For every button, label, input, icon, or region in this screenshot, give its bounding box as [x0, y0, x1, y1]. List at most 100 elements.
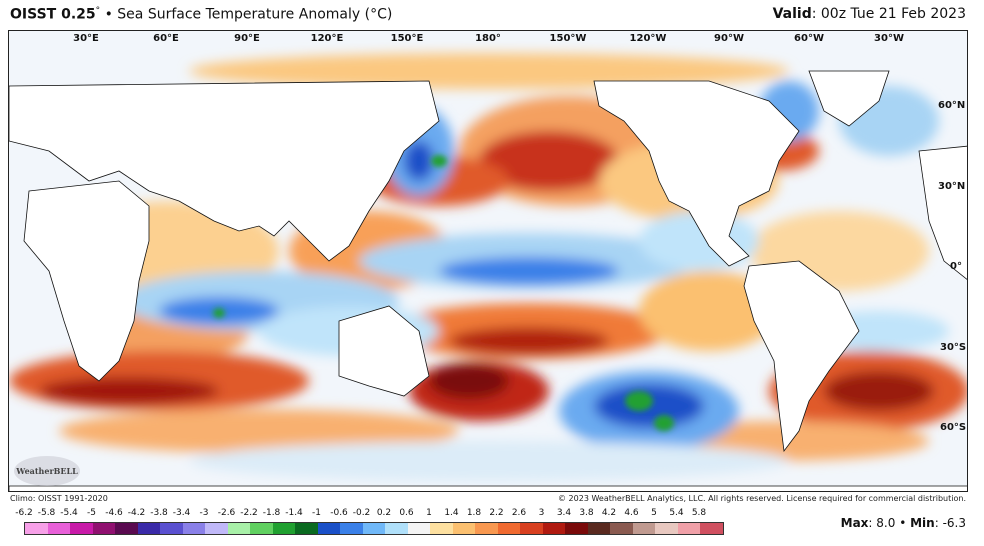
max-label: Max — [840, 516, 869, 530]
colorbar-swatch — [362, 523, 385, 534]
colorbar-tick-label: 0.6 — [399, 508, 414, 518]
colorbar-swatch — [317, 523, 340, 534]
colorbar-swatch — [655, 523, 678, 534]
valid-value: : 00z Tue 21 Feb 2023 — [811, 6, 966, 22]
logo-text: WeatherBELL — [16, 466, 78, 476]
colorbar-swatch — [632, 523, 655, 534]
colorbar-swatch — [295, 523, 318, 534]
colorbar-swatch — [205, 523, 228, 534]
copyright-note: © 2023 WeatherBELL Analytics, LLC. All r… — [558, 494, 966, 503]
colorbar-swatch — [272, 523, 295, 534]
colorbar-tick-label: 3.4 — [556, 508, 572, 518]
lon-label-180: 180° — [475, 33, 501, 44]
climo-note: Climo: OISST 1991-2020 — [10, 494, 108, 503]
colorbar-swatch — [92, 523, 115, 534]
lon-label-120w: 120°W — [629, 33, 667, 44]
product-name: OISST 0.25 — [10, 6, 96, 23]
colorbar-tick-label: -5 — [87, 508, 96, 518]
lon-label-30w: 30°W — [874, 33, 904, 44]
colorbar-tick-label: -1.4 — [285, 508, 303, 518]
lon-label-60e: 60°E — [153, 33, 179, 44]
colorbar-swatch — [475, 523, 498, 534]
sst-anomaly-map — [8, 30, 968, 492]
colorbar-tick-label: -4.2 — [127, 508, 146, 518]
colorbar-swatch — [115, 523, 138, 534]
colorbar-tick-label: 2.6 — [511, 508, 527, 518]
colorbar-tick-label: -1 — [312, 508, 321, 518]
lon-label-120e: 120°E — [310, 33, 344, 44]
colorbar-swatch — [587, 523, 610, 534]
max-value: : 8.0 — [868, 516, 896, 530]
colorbar-tick-label: 3.8 — [579, 508, 594, 518]
colorbar-swatch — [520, 523, 543, 534]
colorbar-swatch — [700, 523, 723, 534]
colorbar-tick-label: -5.4 — [60, 508, 78, 518]
colorbar-tick-label: -3.4 — [172, 508, 191, 518]
colorbar-ticks: -6.2 -5.8 -5.4 -5 -4.6 -4.2 -3.8 -3.4 -3 -2.6 -2.2… — [10, 508, 710, 522]
colorbar-tick-label: 1 — [426, 508, 432, 518]
colorbar-tick-label: -2.6 — [217, 508, 236, 518]
anomaly-field — [9, 31, 967, 491]
colorbar-swatch — [137, 523, 160, 534]
colorbar-swatch — [160, 523, 183, 534]
colorbar-tick-label: 4.6 — [624, 508, 639, 518]
colorbar-tick-label: 5.4 — [669, 508, 684, 518]
max-min-readout: Max: 8.0 • Min: -6.3 — [841, 516, 966, 530]
colorbar-swatch — [610, 523, 633, 534]
colorbar-swatch — [430, 523, 453, 534]
colorbar-tick-label: -1.8 — [262, 508, 281, 518]
colorbar-swatch — [182, 523, 205, 534]
header: OISST 0.25° • Sea Surface Temperature An… — [0, 0, 984, 28]
colorbar-tick-label: -3.8 — [150, 508, 168, 518]
colorbar-swatch — [25, 523, 48, 534]
colorbar-tick-label: 3 — [538, 508, 545, 518]
colorbar-tick-label: -0.2 — [352, 508, 371, 518]
colorbar-swatch — [47, 523, 70, 534]
colorbar-swatch — [250, 523, 273, 534]
colorbar-tick-label: -0.6 — [330, 508, 348, 518]
colorbar-tick-label: -3 — [199, 508, 209, 518]
map-title: OISST 0.25° • Sea Surface Temperature An… — [10, 6, 392, 23]
colorbar-tick-label: 4.2 — [601, 508, 617, 518]
lat-label-30s: 30°S — [940, 342, 967, 353]
colorbar-swatch — [452, 523, 475, 534]
lat-label-30n: 30°N — [938, 181, 966, 192]
colorbar-swatch — [677, 523, 700, 534]
colorbar-swatch — [70, 523, 93, 534]
valid-label: Valid — [772, 6, 812, 22]
colorbar — [24, 522, 724, 535]
colorbar-swatch — [542, 523, 565, 534]
lat-label-0: 0° — [950, 261, 962, 272]
colorbar-tick-label: -4.6 — [105, 508, 123, 518]
lon-label-90w: 90°W — [714, 33, 744, 44]
colorbar-swatch — [497, 523, 520, 534]
weatherbell-logo: WeatherBELL — [14, 456, 80, 486]
degree-symbol: ° — [95, 6, 101, 16]
min-value: : -6.3 — [934, 516, 966, 530]
lon-label-150w: 150°W — [549, 33, 587, 44]
title-bullet: • — [104, 6, 113, 23]
map-subtitle: Sea Surface Temperature Anomaly (°C) — [117, 6, 393, 23]
colorbar-tick-label: 0.2 — [376, 508, 392, 518]
land-masses — [9, 70, 967, 491]
colorbar-swatch — [227, 523, 250, 534]
colorbar-tick-label: 1.8 — [466, 508, 482, 518]
colorbar-swatch — [565, 523, 588, 534]
min-label: Min — [910, 516, 935, 530]
colorbar-tick-label: -5.8 — [37, 508, 56, 518]
lon-label-150e: 150°E — [390, 33, 424, 44]
colorbar-tick-label: -6.2 — [15, 508, 33, 518]
colorbar-tick-label: 5.8 — [691, 508, 707, 518]
lat-label-60s: 60°S — [940, 422, 967, 433]
valid-time: Valid: 00z Tue 21 Feb 2023 — [773, 6, 966, 22]
colorbar-tick-label: 5 — [651, 508, 657, 518]
colorbar-tick-label: 2.2 — [489, 508, 504, 518]
lat-label-60n: 60°N — [938, 100, 966, 111]
colorbar-swatch — [385, 523, 408, 534]
lon-label-60w: 60°W — [794, 33, 824, 44]
lon-label-90e: 90°E — [234, 33, 260, 44]
colorbar-tick-label: -2.2 — [240, 508, 258, 518]
lon-label-30e: 30°E — [73, 33, 99, 44]
stats-separator: • — [899, 516, 907, 530]
colorbar-swatch — [340, 523, 363, 534]
